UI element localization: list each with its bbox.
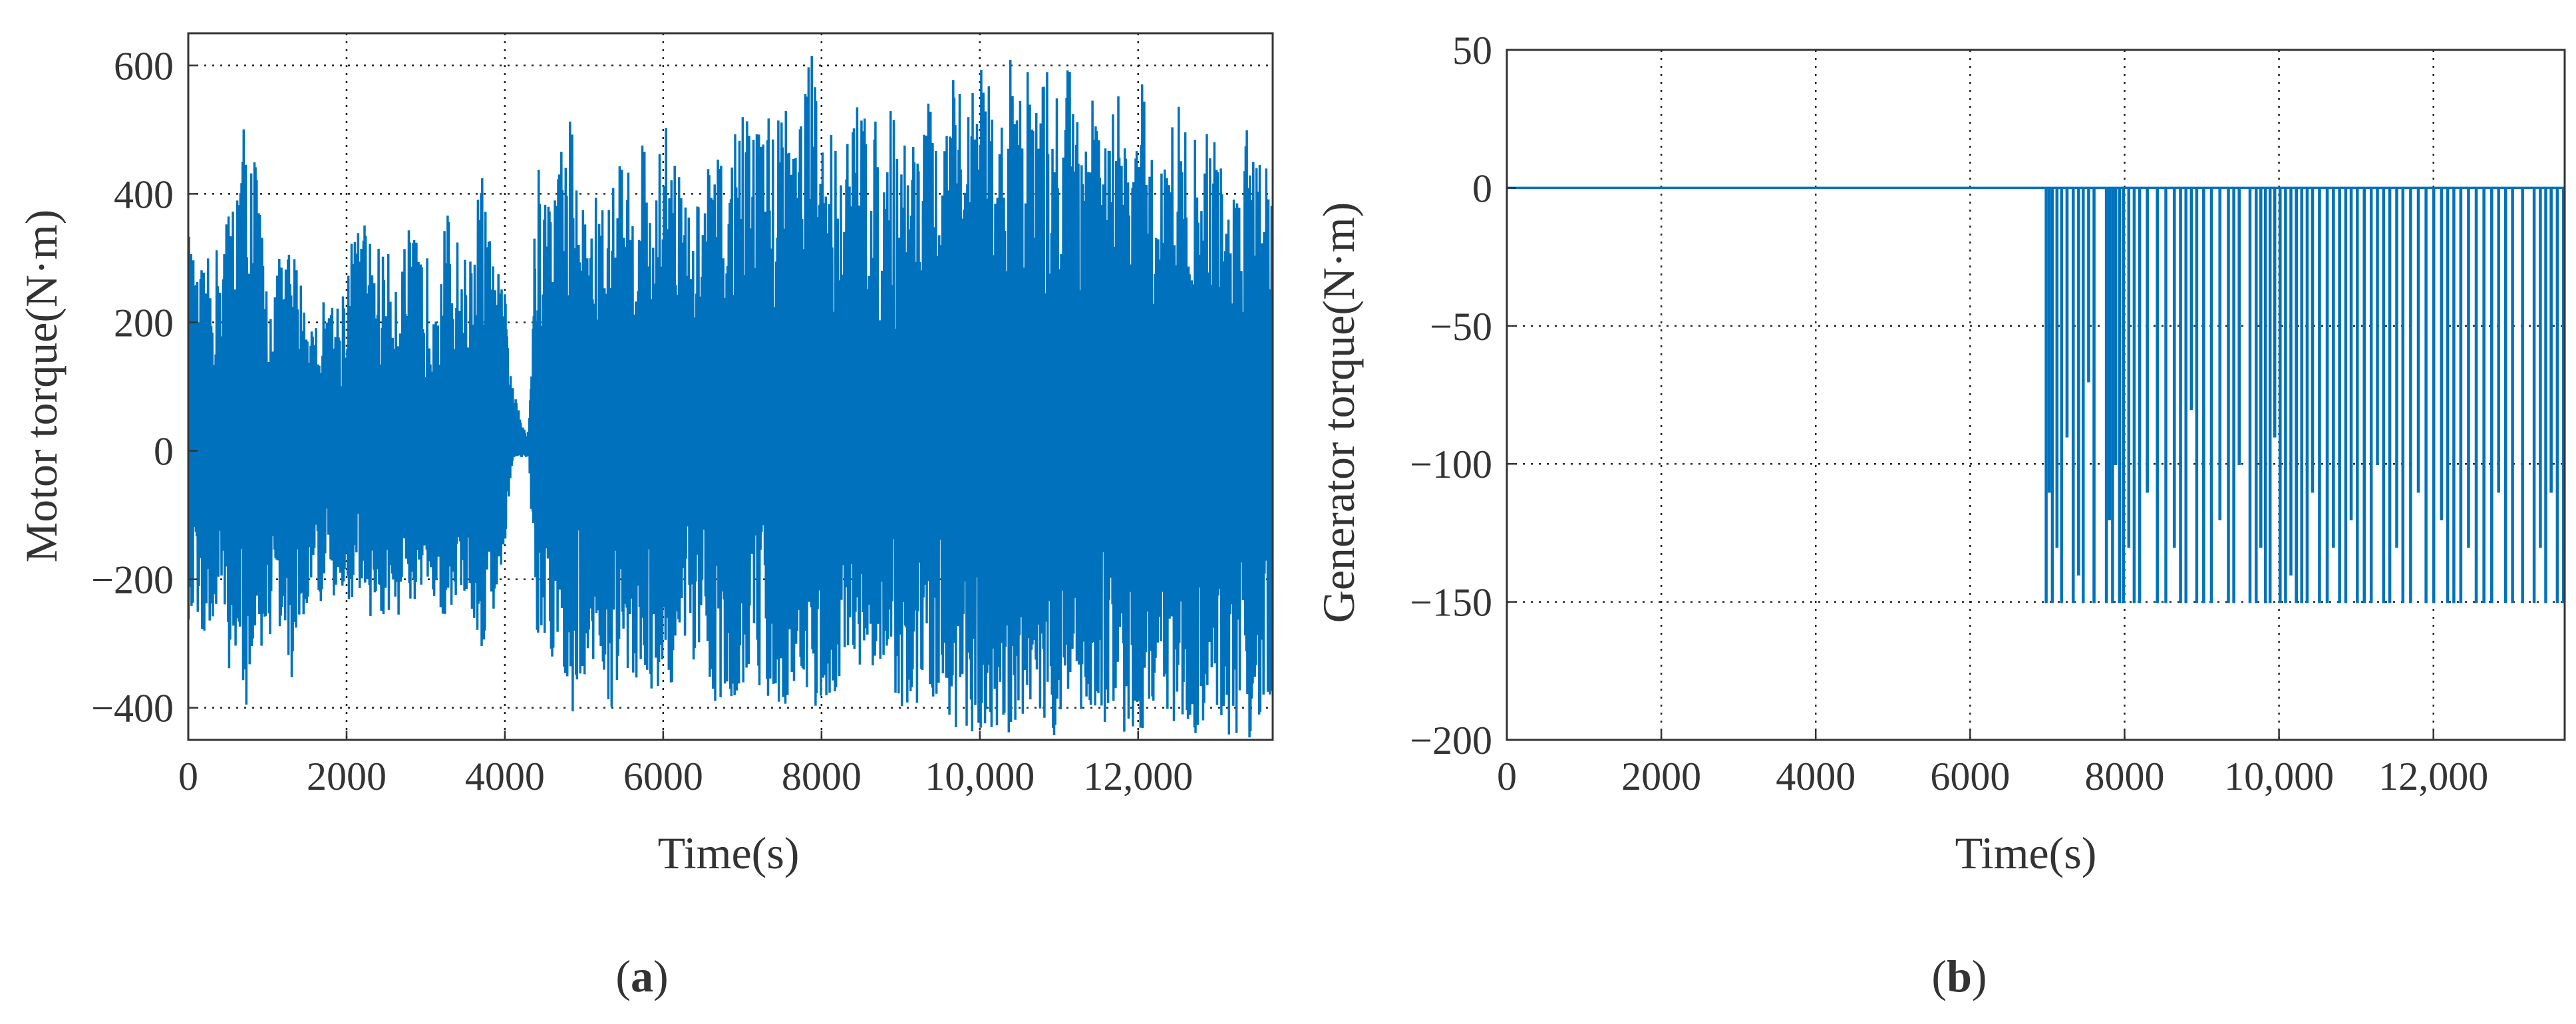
panel-a-label: (a) [615, 951, 668, 1001]
panel-a-label-letter: a [631, 951, 653, 1001]
panel-a-x-tick-label: 4000 [465, 755, 545, 798]
panel-a-series-line [188, 56, 1273, 738]
panel-b-y-tick-label: −50 [1430, 305, 1492, 349]
panel-a-motor-torque-chart: 0 2000 4000 6000 8000 10,000 12,000 −400 −200 0 20… [16, 32, 1274, 1001]
panel-a-series [188, 56, 1273, 738]
panel-a-y-tick-label: 0 [154, 430, 174, 474]
panel-b-label: (b) [1931, 951, 1987, 1001]
panel-b-label-letter: b [1947, 951, 1972, 1001]
panel-b-x-tick-label: 6000 [1930, 755, 2010, 798]
panel-b-x-tick-label: 8000 [2084, 755, 2164, 798]
panel-a-x-tick-label: 2000 [307, 755, 387, 798]
panel-a-y-tick-label: 400 [114, 172, 174, 216]
panel-b-generator-torque-chart: 0 2000 4000 6000 8000 10,000 12,000 −200 −150 −10… [1313, 29, 2566, 1001]
panel-a-x-tick-label: 10,000 [925, 755, 1035, 798]
panel-b-y-axis-title: Generator torque(N·m) [1313, 202, 1364, 623]
panel-b-series [1507, 186, 2565, 603]
panel-b-plot-frame [1506, 49, 2566, 741]
panel-b-y-tick-label: −200 [1410, 719, 1492, 763]
panel-b-x-tick-label: 2000 [1621, 755, 1701, 798]
panel-b-x-tick-label: 0 [1497, 755, 1517, 798]
panel-b-y-tick-label: −100 [1410, 442, 1492, 486]
panel-a-y-tick-label: 600 [114, 44, 174, 88]
panel-a-x-tick-label: 0 [178, 755, 198, 798]
panel-b-y-tick-label: −150 [1410, 581, 1492, 625]
panel-b-series-line [1507, 186, 2565, 603]
panel-a-y-tick-label: −400 [91, 687, 174, 731]
panel-b-x-axis-title: Time(s) [1955, 828, 2097, 878]
panel-a-y-tick-label: −200 [91, 558, 174, 602]
panel-b-x-tick-label: 12,000 [2378, 755, 2488, 798]
panel-b-ticks: 0 2000 4000 6000 8000 10,000 12,000 −200 −150 −10… [1410, 29, 2488, 798]
panel-b-x-tick-label: 10,000 [2224, 755, 2334, 798]
panel-a-ticks: 0 2000 4000 6000 8000 10,000 12,000 −400 −200 0 20… [91, 44, 1193, 798]
panel-b-x-tick-label: 4000 [1776, 755, 1855, 798]
panel-a-x-tick-label: 6000 [623, 755, 703, 798]
panel-b-y-tick-label: 50 [1452, 29, 1492, 73]
panel-a-plot-frame [187, 32, 1274, 741]
panel-a-y-axis-title: Motor torque(N·m) [16, 210, 67, 563]
panel-a-x-tick-label: 8000 [782, 755, 862, 798]
panel-b-y-tick-label: 0 [1472, 166, 1492, 210]
panel-a-y-tick-label: 200 [114, 301, 174, 345]
panel-a-x-tick-label: 12,000 [1083, 755, 1193, 798]
panel-a-x-axis-title: Time(s) [658, 828, 800, 878]
